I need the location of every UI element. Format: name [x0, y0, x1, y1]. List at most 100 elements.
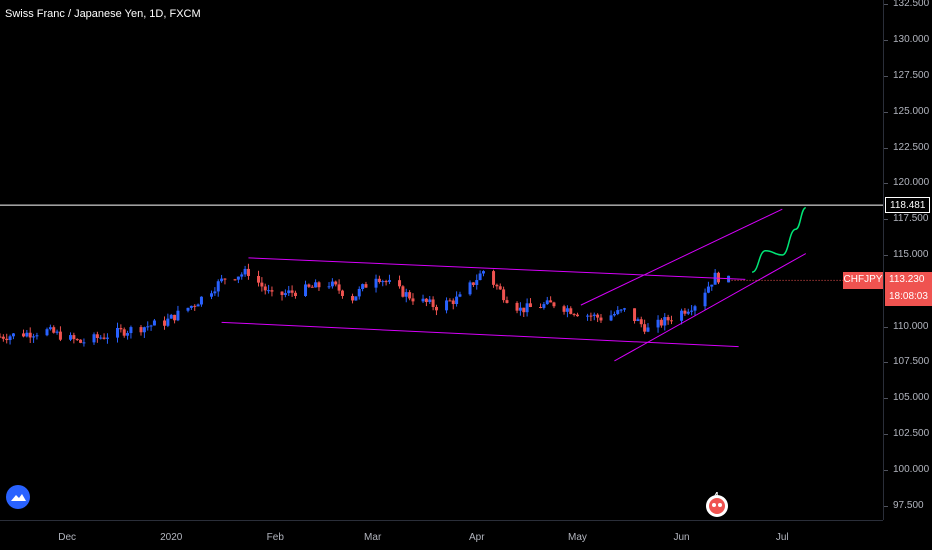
- candle-body: [451, 300, 455, 305]
- candle-body: [0, 336, 2, 338]
- price-tick-mark: [884, 255, 888, 256]
- candle-body: [599, 317, 603, 321]
- candle-body: [713, 272, 717, 285]
- candle-body: [149, 325, 153, 327]
- price-tick-mark: [884, 112, 888, 113]
- horizontal-level-label: 118.481: [885, 197, 930, 214]
- candle-body: [502, 289, 506, 301]
- candle-body: [152, 320, 156, 326]
- price-tick-mark: [884, 362, 888, 363]
- candle-body: [680, 310, 684, 321]
- candle-body: [304, 284, 308, 297]
- candle-body: [173, 314, 177, 321]
- price-tick-mark: [884, 470, 888, 471]
- candle-body: [293, 292, 297, 297]
- time-tick-label: Jun: [673, 532, 690, 543]
- candle-body: [119, 327, 123, 330]
- candle-body: [314, 282, 318, 288]
- candle-body: [478, 273, 482, 281]
- candle-body: [646, 327, 650, 332]
- price-tick-label: 97.500: [893, 500, 924, 511]
- candle-body: [636, 319, 640, 322]
- candle-body: [223, 278, 227, 280]
- candle-body: [515, 302, 519, 311]
- candle-body: [475, 280, 479, 285]
- candle-body: [176, 310, 180, 321]
- candle-body: [8, 336, 12, 341]
- price-tick-label: 102.500: [893, 428, 930, 439]
- candle-body: [492, 271, 496, 285]
- channel-upper-line: [248, 257, 746, 280]
- candle-body: [562, 306, 566, 312]
- candle-body: [404, 292, 408, 297]
- price-tick-label: 125.000: [893, 106, 930, 117]
- candle-body: [471, 282, 475, 285]
- projection-path: [751, 206, 807, 273]
- candle-body: [656, 319, 660, 328]
- price-tick-mark: [884, 76, 888, 77]
- rising-channel-lower-line: [614, 253, 807, 362]
- ideas-badge[interactable]: 4: [703, 491, 731, 519]
- candle-body: [263, 286, 267, 291]
- candle-body: [35, 335, 39, 337]
- candle-body: [48, 327, 52, 330]
- candle-body: [220, 278, 224, 282]
- candle-body: [683, 310, 687, 314]
- candle-body: [539, 306, 543, 308]
- channel-lower-line: [221, 321, 739, 348]
- candle-body: [116, 327, 120, 338]
- candle-body: [169, 314, 173, 319]
- price-tick-mark: [884, 148, 888, 149]
- candle-body: [28, 332, 32, 338]
- price-tick-label: 115.000: [893, 249, 929, 260]
- price-plot[interactable]: [0, 0, 883, 520]
- candle-body: [129, 327, 133, 334]
- candle-body: [290, 290, 294, 293]
- candle-body: [317, 282, 321, 288]
- candle-body: [408, 292, 412, 299]
- candle-body: [639, 319, 643, 325]
- candle-body: [280, 291, 284, 295]
- candle-body: [307, 284, 311, 287]
- price-tick-label: 130.000: [893, 34, 930, 45]
- ideas-badge-icon: [706, 495, 728, 517]
- time-axis[interactable]: Dec 2020 Feb Mar Apr May Jun Jul: [0, 520, 883, 550]
- candle-body: [401, 286, 405, 297]
- candle-body: [75, 339, 79, 341]
- price-tick-label: 107.500: [893, 356, 930, 367]
- candle-body: [142, 327, 146, 333]
- candle-body: [216, 281, 220, 292]
- candle-body: [424, 298, 428, 303]
- price-tick-mark: [884, 183, 888, 184]
- candle-body: [11, 333, 15, 337]
- candle-body: [525, 303, 529, 313]
- candle-body: [549, 300, 553, 303]
- candle-body: [498, 286, 502, 290]
- price-tick-label: 100.000: [893, 464, 930, 475]
- candle-body: [199, 296, 203, 305]
- candle-body: [518, 307, 522, 311]
- price-tick-label: 132.500: [893, 0, 930, 9]
- candle-body: [455, 296, 459, 305]
- candle-body: [428, 299, 432, 303]
- tradingview-logo-icon[interactable]: [6, 485, 30, 509]
- price-tick-mark: [884, 506, 888, 507]
- time-tick-label: Dec: [58, 532, 77, 543]
- candle-body: [619, 309, 623, 311]
- chart-title: Swiss Franc / Japanese Yen, 1D, FXCM: [5, 8, 201, 20]
- candle-body: [166, 318, 170, 326]
- candle-body: [5, 338, 9, 341]
- logo-mountains-icon: [11, 494, 26, 501]
- price-axis[interactable]: 132.500 130.000 127.500 125.000 122.500 120.0…: [883, 0, 932, 520]
- candle-body: [340, 290, 344, 296]
- candle-body: [236, 276, 240, 280]
- candle-body: [189, 305, 193, 308]
- candle-body: [233, 279, 237, 281]
- candle-body: [95, 334, 99, 339]
- candle-body: [330, 281, 334, 287]
- candle-body: [703, 292, 707, 307]
- candle-body: [82, 342, 86, 344]
- candle-body: [693, 306, 697, 311]
- price-tick-label: 105.000: [893, 392, 930, 403]
